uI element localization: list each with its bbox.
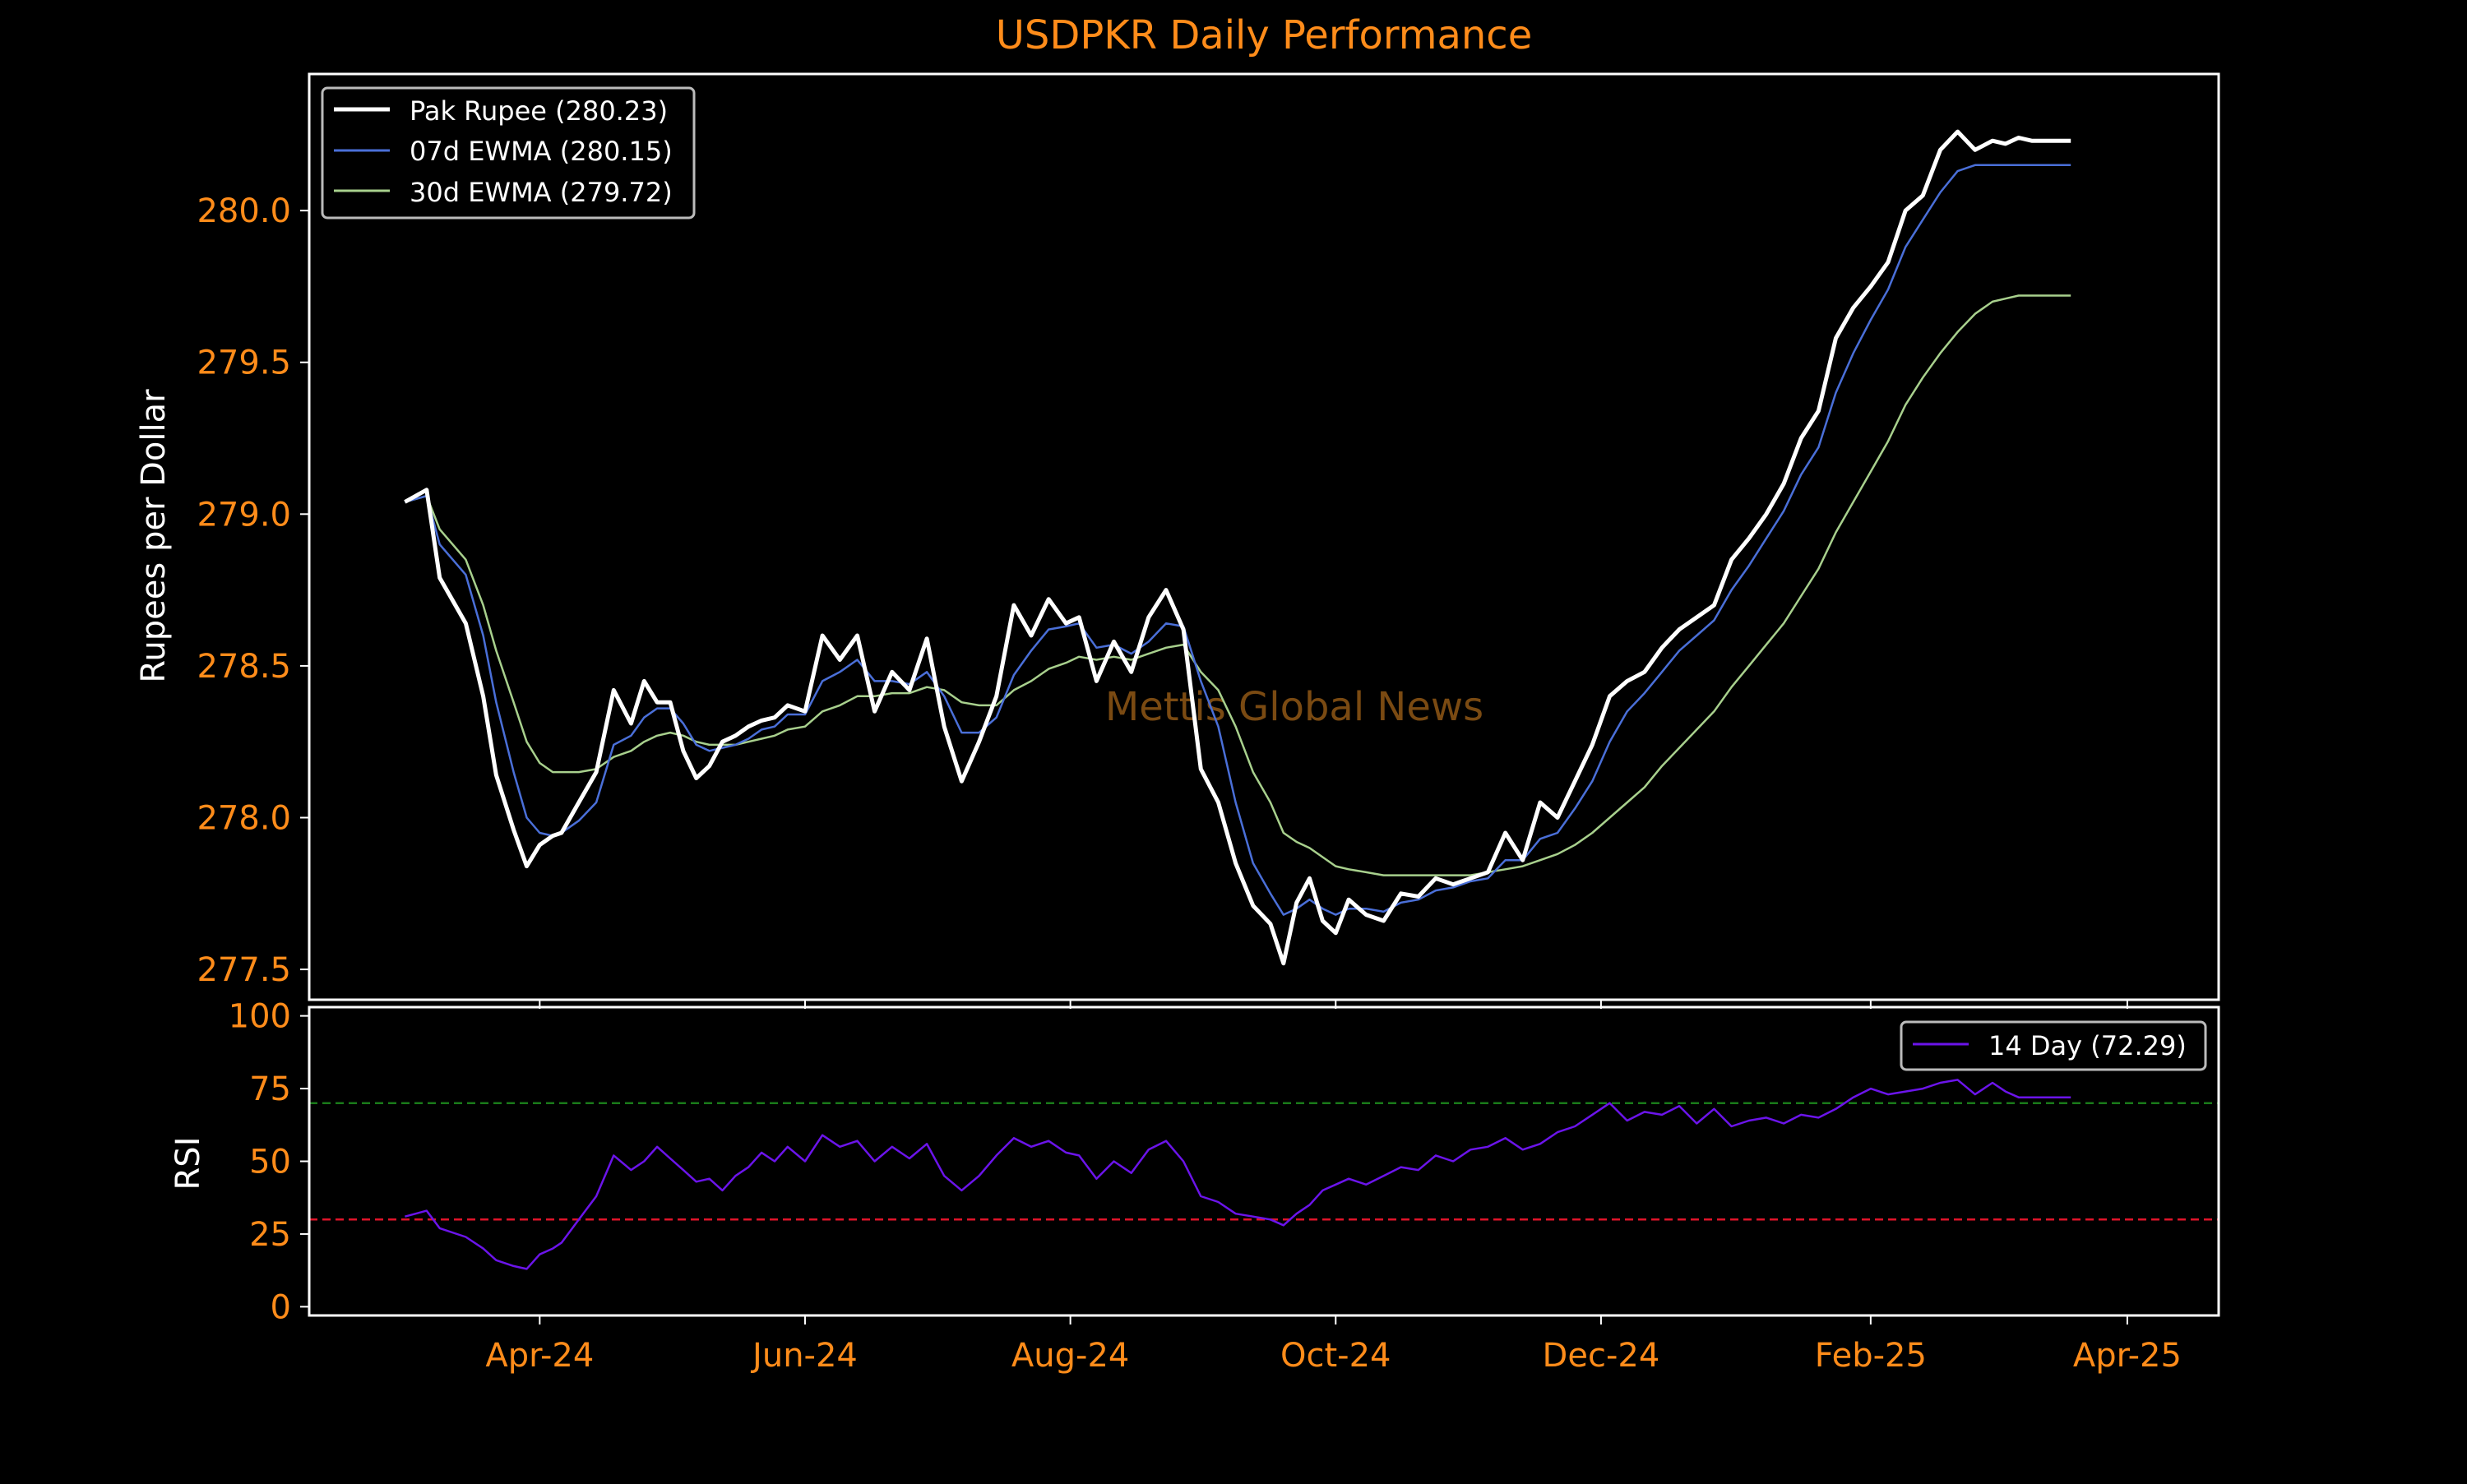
xtick-label: Aug-24 [1011,1337,1129,1375]
rsi-legend: 14 Day (72.29) [1900,1020,2207,1071]
xtick-label: Dec-24 [1543,1337,1660,1375]
rsi-panel-frame [308,1006,2220,1317]
price-ytick-label: 279.0 [197,496,291,534]
price-ytick-label: 280.0 [197,192,291,230]
xtick-label: Oct-24 [1280,1337,1391,1375]
price-ytick-label: 278.5 [197,648,291,686]
xtick-label: Apr-25 [2073,1337,2182,1375]
rsi-ytick-label: 75 [249,1070,291,1108]
price-legend: Pak Rupee (280.23) 07d EWMA (280.15) 30d… [321,86,696,220]
price-ylabel: Rupees per Dollar [135,389,173,683]
chart-title: USDPKR Daily Performance [996,12,1532,58]
rsi-lines-layer [405,1079,2071,1270]
rsi-line [405,1079,2071,1270]
rsi-ytick-label: 25 [249,1216,291,1254]
rsi-ytick-label: 100 [229,998,291,1036]
legend-label-price: Pak Rupee (280.23) [410,95,668,127]
watermark-text: Mettis Global News [1105,684,1483,730]
xtick-label: Apr-24 [485,1337,594,1375]
rsi-ylabel: RSI [169,1137,207,1190]
price-ytick-label: 277.5 [197,951,291,989]
xtick-label: Feb-25 [1815,1337,1927,1375]
price-legend-box [321,86,696,220]
rsi-legend-box [1900,1020,2207,1071]
rsi-ytick-label: 50 [249,1144,291,1181]
rsi-ytick-label: 0 [271,1288,291,1326]
ewma30-line [405,294,2071,876]
price-ytick-label: 279.5 [197,344,291,382]
price-ytick-label: 278.0 [197,799,291,837]
price-panel-frame [308,72,2220,1001]
price-line [404,129,2071,966]
axes-ticks-layer: 277.5 278.0 278.5 279.0 279.5 280.0 0 25 50 75 100… [197,192,2181,1375]
xtick-label: Jun-24 [750,1337,858,1375]
legend-label-rsi: 14 Day (72.29) [1988,1030,2187,1061]
price-lines-layer [404,129,2071,966]
rsi-reference-layer [309,1102,2219,1221]
legend-label-ewma7: 07d EWMA (280.15) [410,136,673,167]
legend-label-ewma30: 30d EWMA (279.72) [410,177,673,208]
